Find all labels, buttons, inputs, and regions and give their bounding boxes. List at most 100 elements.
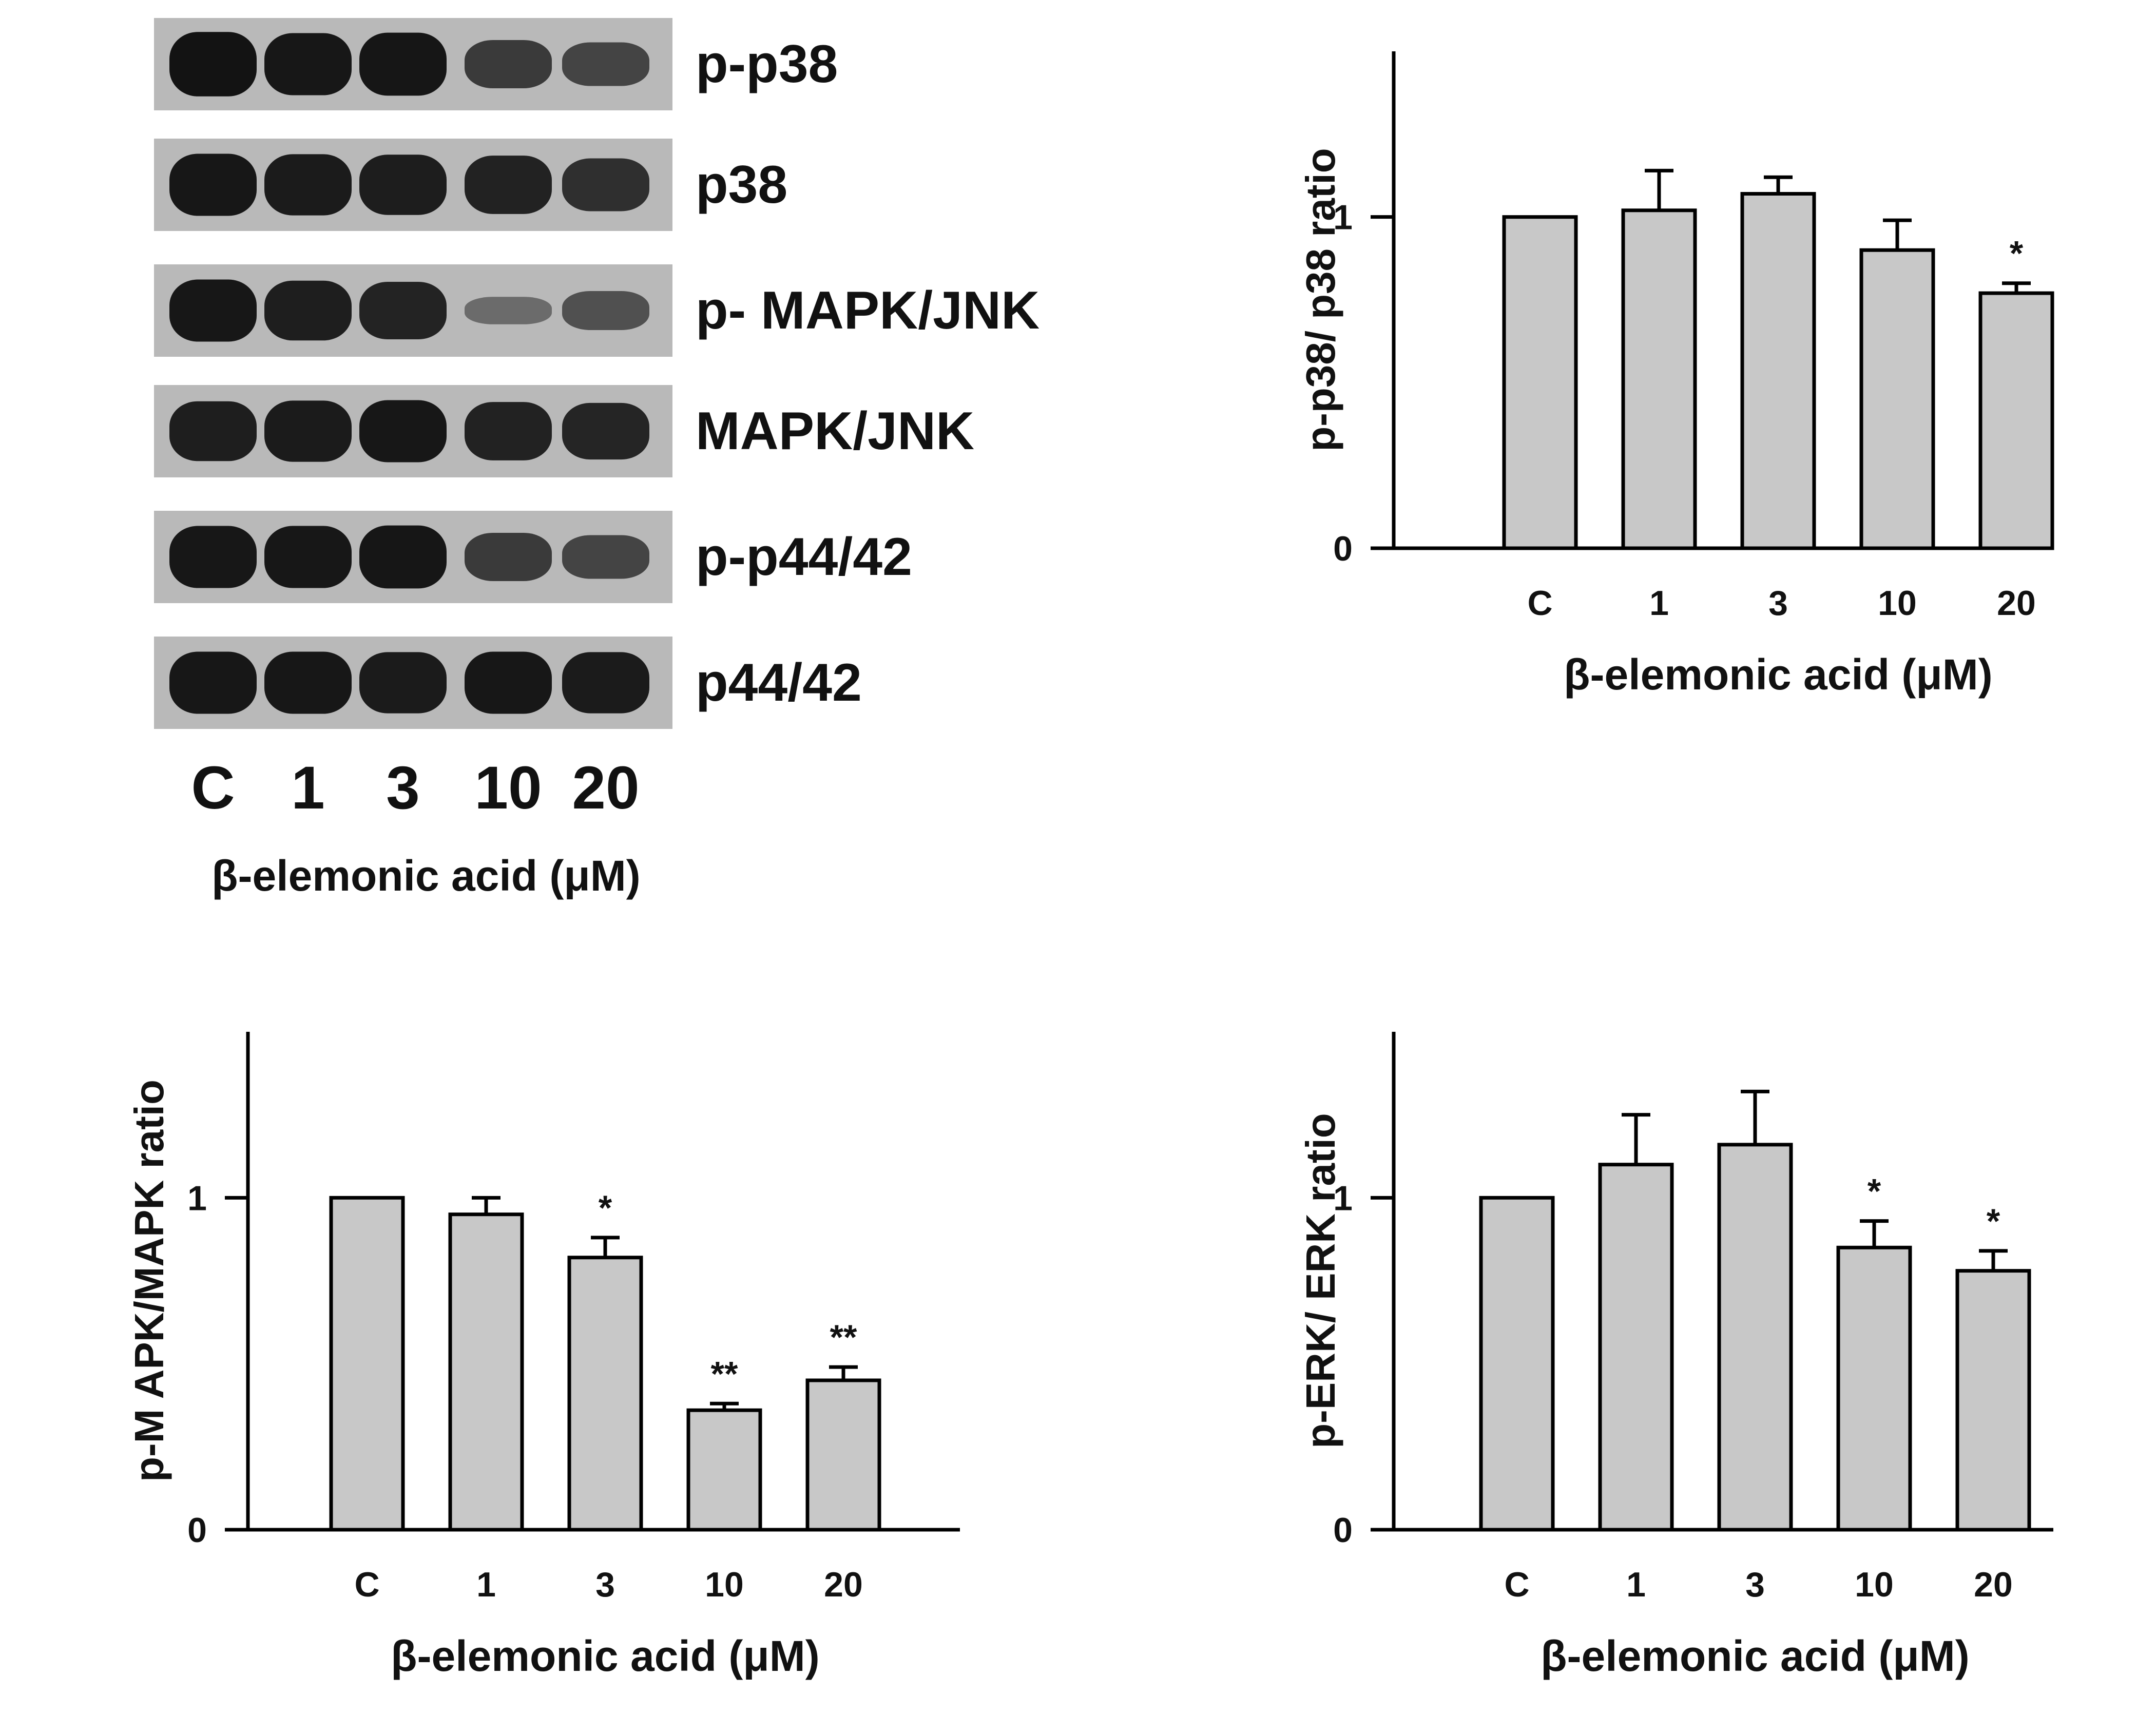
blot-lane-label: 3 [386,754,420,822]
blot-band [169,526,257,588]
blot-band [359,652,447,714]
blot-band [169,651,257,714]
bar [1740,191,1816,550]
blot-band [465,533,552,581]
significance-marker: ** [711,1354,738,1393]
blot-strip: p-p44/42 [154,511,912,603]
x-tick-label: 1 [1649,584,1669,623]
blot-band [359,155,447,215]
blot-row-label: MAPK/JNK [696,401,974,461]
significance-marker: * [1868,1172,1881,1211]
blot-band [169,279,257,342]
bar [1717,1143,1793,1532]
bar [1955,1269,2031,1532]
significance-marker: * [599,1188,612,1227]
blot-row-label: p-p44/42 [696,527,912,587]
blot-lane-label: 10 [474,754,542,822]
x-tick-label: 1 [1626,1565,1646,1604]
y-tick-label: 1 [1333,198,1353,237]
western-blot-panel: p-p38 p38 p- MAPK/JNK MAPK/JNK p-p44/42 p44/4… [154,18,1040,729]
blot-strip: p38 [154,139,787,231]
bar [448,1212,524,1532]
blot-band [359,282,447,339]
x-tick-label: 20 [1974,1565,2013,1604]
blot-lane-label: C [191,754,235,822]
bar [1621,208,1697,550]
x-tick-label: 10 [1878,584,1917,623]
significance-marker: * [1987,1202,2000,1241]
y-tick-label: 0 [187,1511,207,1550]
significance-marker: * [2010,234,2024,273]
blot-row-label: p44/42 [696,653,862,712]
x-tick-label: C [1527,584,1552,623]
y-tick-label: 0 [1333,1511,1353,1550]
y-axis-label: p-M APK/MAPK ratio [126,1080,172,1482]
blot-row-label: p-p38 [696,34,838,94]
x-tick-label: 3 [595,1565,615,1604]
blot-band [465,40,552,88]
y-tick-label: 1 [1333,1179,1353,1218]
blot-row-label: p- MAPK/JNK [696,281,1040,340]
bar [567,1256,643,1532]
blot-band [465,156,552,214]
blot-strip: p-p38 [154,18,838,110]
bar [686,1408,762,1532]
blot-x-axis-label: β-elemonic acid (μM) [211,852,640,900]
x-axis-label: β-elemonic acid (μM) [391,1632,819,1680]
blot-band [264,33,352,95]
blot-band [465,297,552,324]
blot-band [169,32,257,97]
blot-band [562,652,649,714]
y-tick-label: 0 [1333,529,1353,568]
blot-lane-label: 1 [291,754,325,822]
bar [805,1378,881,1532]
x-tick-label: 10 [705,1565,744,1604]
blot-band [465,651,552,714]
blot-band [359,400,447,463]
x-tick-label: C [354,1565,379,1604]
blot-band [562,402,649,460]
y-tick-label: 1 [187,1179,207,1218]
x-tick-label: 10 [1855,1565,1894,1604]
bar [1859,248,1935,550]
blot-strip: p44/42 [154,637,862,729]
x-tick-label: 3 [1768,584,1788,623]
blot-lane-label: 20 [572,754,639,822]
blot-strip: p- MAPK/JNK [154,264,1040,357]
bar [1479,1196,1555,1532]
blot-lane-labels: C 1 3 10 20 [191,754,639,822]
x-tick-label: C [1504,1565,1529,1604]
bar [1978,291,2054,550]
x-tick-label: 20 [1997,584,2036,623]
blot-band [562,158,649,211]
blot-band [264,651,352,714]
x-tick-label: 20 [824,1565,863,1604]
x-tick-label: 3 [1745,1565,1765,1604]
blot-strip: MAPK/JNK [154,385,974,477]
blot-band [169,153,257,216]
bar [1836,1245,1912,1532]
x-tick-label: 1 [476,1565,496,1604]
blot-band [359,32,447,96]
blot-band [169,401,257,461]
x-axis-label: β-elemonic acid (μM) [1541,1632,1969,1680]
y-axis-label: p-ERK/ ERK ratio [1298,1113,1343,1448]
blot-band [264,154,352,216]
blot-band [562,535,649,579]
blot-band [264,400,352,462]
chart-mapk-ratio: 0 1 C 1 * 3 ** 10 ** 20β-elemonic acid (μM) p-M AP… [126,1032,960,1680]
blot-band [264,526,352,588]
blot-band [359,525,447,589]
blot-band [562,42,649,86]
bar [1598,1163,1674,1532]
bar [1502,215,1578,550]
y-axis-label: p-p38/ p38 ratio [1298,148,1343,451]
blot-band [264,280,352,341]
blot-band [562,291,649,330]
blot-row-label: p38 [696,155,787,215]
significance-marker: ** [830,1318,857,1357]
blot-band [465,402,552,460]
chart-erk-ratio: 0 1 C 1 3 * 10 * 20β-elemonic acid (μM) p-ERK/ ER… [1298,1032,2053,1680]
bar [329,1196,405,1532]
